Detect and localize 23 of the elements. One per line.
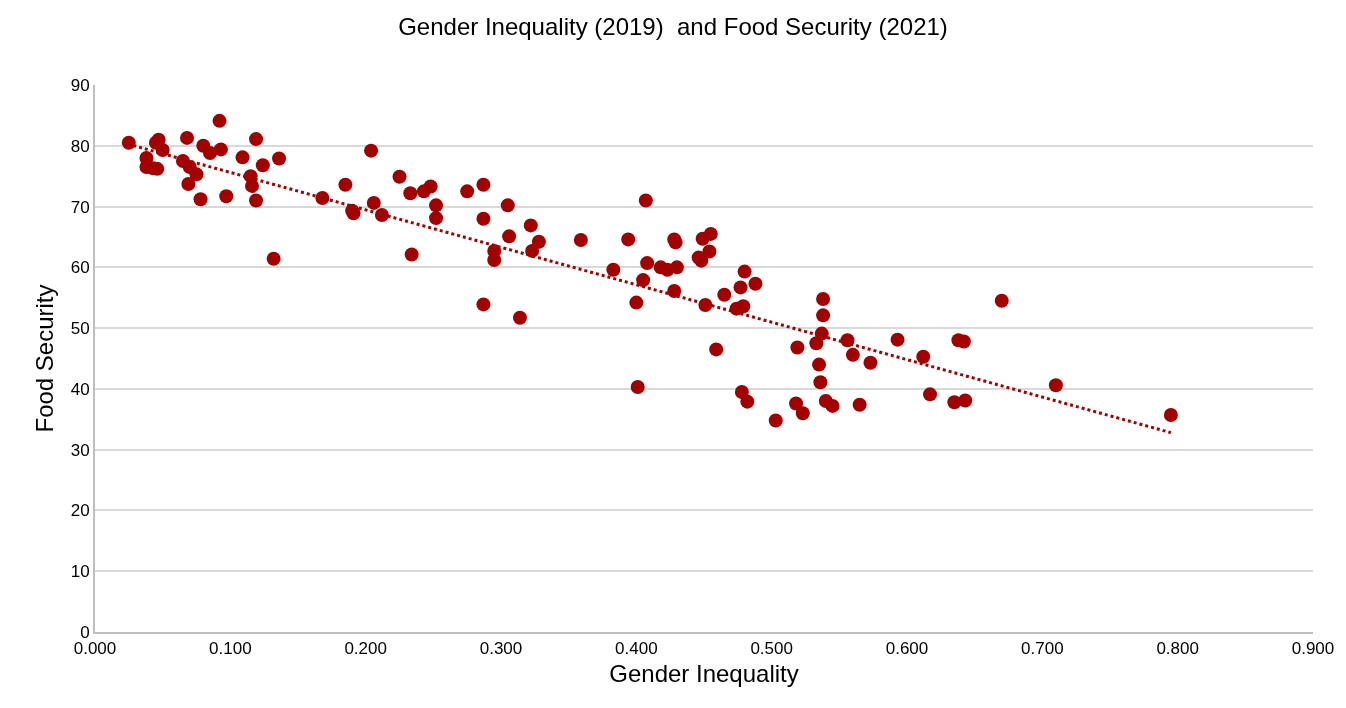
y-axis-title: Food Security (31, 284, 59, 433)
x-tick-label: 0.500 (750, 639, 793, 659)
x-tick-label: 0.300 (479, 639, 523, 659)
x-tick-label: 0.000 (73, 639, 117, 659)
x-tick-label: 0.400 (615, 639, 658, 659)
y-tick-label: 60 (70, 258, 90, 278)
x-tick-label: 0.200 (344, 639, 387, 659)
x-axis-title: Gender Inequality (609, 660, 799, 688)
y-tick-label: 50 (70, 319, 90, 339)
y-tick-label: 30 (70, 440, 90, 460)
x-tick-label: 0.900 (1291, 639, 1335, 659)
x-tick-label: 0.600 (885, 639, 929, 659)
x-tick-label: 0.800 (1156, 639, 1199, 659)
x-tick-label: 0.100 (209, 639, 252, 659)
y-tick-label: 80 (70, 136, 90, 156)
x-tick-label: 0.700 (1021, 639, 1064, 659)
y-tick-label: 20 (70, 501, 90, 521)
y-tick-label: 90 (70, 75, 90, 95)
y-tick-label: 70 (70, 197, 90, 217)
chart-title: Gender Inequality (2019) and Food Security (2021) (398, 12, 948, 40)
y-tick-label: 40 (70, 379, 90, 399)
y-tick-label: 0 (80, 622, 90, 642)
y-tick-label: 10 (70, 562, 90, 582)
